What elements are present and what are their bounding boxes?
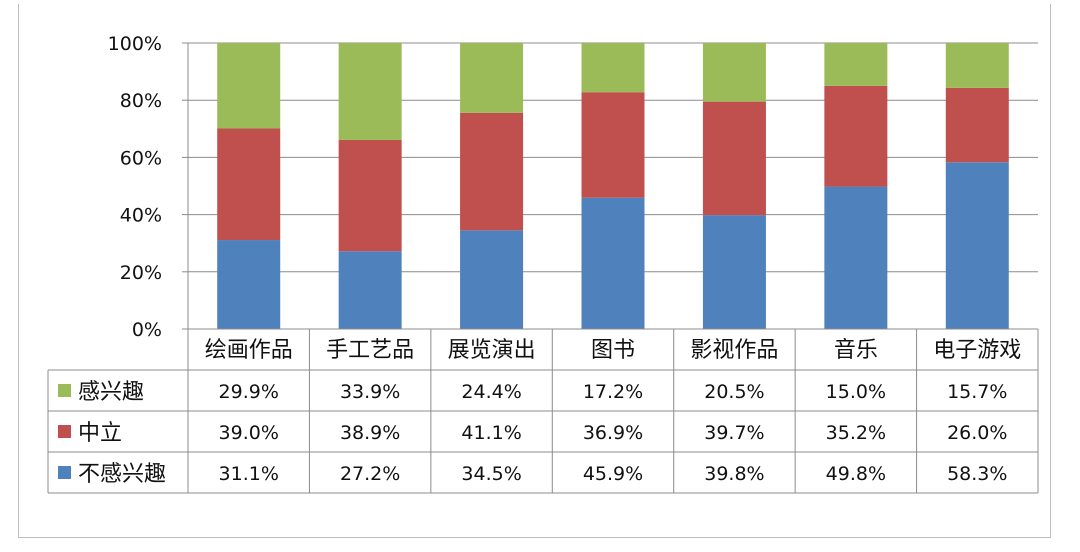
category-label: 手工艺品	[326, 338, 414, 363]
data-label-中立: 26.0%	[947, 422, 1007, 444]
data-label-不感兴趣: 45.9%	[583, 463, 643, 485]
data-label-感兴趣: 15.0%	[826, 381, 886, 403]
bar-中立-展览演出	[460, 112, 524, 231]
data-label-不感兴趣: 49.8%	[826, 463, 886, 485]
bar-不感兴趣-手工艺品	[338, 251, 402, 329]
bar-中立-音乐	[824, 85, 888, 187]
data-label-感兴趣: 17.2%	[583, 381, 643, 403]
data-label-中立: 36.9%	[583, 422, 643, 444]
category-label: 绘画作品	[205, 338, 293, 363]
legend-label: 感兴趣	[78, 380, 144, 405]
data-label-中立: 39.7%	[704, 422, 764, 444]
bar-中立-电子游戏	[945, 87, 1009, 163]
bar-中立-影视作品	[702, 101, 766, 216]
legend-key-感兴趣	[58, 384, 71, 397]
category-label: 展览演出	[448, 338, 536, 363]
bar-不感兴趣-图书	[581, 197, 645, 329]
bar-感兴趣-图书	[581, 43, 645, 93]
data-label-不感兴趣: 58.3%	[947, 463, 1007, 485]
y-tick-label: 60%	[120, 147, 162, 169]
y-tick-label: 100%	[108, 33, 162, 55]
category-label: 音乐	[834, 338, 878, 363]
y-tick-label: 20%	[120, 262, 162, 284]
bar-不感兴趣-展览演出	[460, 230, 524, 329]
bar-感兴趣-展览演出	[460, 43, 524, 113]
category-label: 影视作品	[690, 338, 778, 363]
bar-不感兴趣-音乐	[824, 186, 888, 329]
y-tick-label: 40%	[120, 205, 162, 227]
data-label-感兴趣: 15.7%	[947, 381, 1007, 403]
data-label-不感兴趣: 27.2%	[340, 463, 400, 485]
chart-frame	[18, 4, 1051, 538]
legend-key-中立	[58, 425, 71, 438]
data-label-不感兴趣: 34.5%	[461, 463, 521, 485]
bar-中立-手工艺品	[338, 139, 402, 252]
bar-不感兴趣-绘画作品	[217, 240, 281, 329]
data-label-感兴趣: 24.4%	[461, 381, 521, 403]
data-label-不感兴趣: 39.8%	[704, 463, 764, 485]
data-label-中立: 41.1%	[461, 422, 521, 444]
data-label-中立: 38.9%	[340, 422, 400, 444]
bar-不感兴趣-电子游戏	[945, 162, 1009, 329]
category-label: 图书	[591, 338, 635, 363]
bar-感兴趣-绘画作品	[217, 43, 281, 129]
legend-label: 中立	[78, 421, 122, 446]
data-label-感兴趣: 33.9%	[340, 381, 400, 403]
bar-感兴趣-影视作品	[702, 43, 766, 102]
data-label-感兴趣: 29.9%	[219, 381, 279, 403]
category-label: 电子游戏	[933, 338, 1021, 363]
bar-感兴趣-手工艺品	[338, 43, 402, 140]
bar-中立-绘画作品	[217, 128, 281, 241]
bar-中立-图书	[581, 92, 645, 198]
y-tick-label: 80%	[120, 90, 162, 112]
data-label-不感兴趣: 31.1%	[219, 463, 279, 485]
legend-key-不感兴趣	[58, 466, 71, 479]
data-label-感兴趣: 20.5%	[704, 381, 764, 403]
y-tick-label: 0%	[132, 319, 162, 341]
data-label-中立: 35.2%	[826, 422, 886, 444]
bar-不感兴趣-影视作品	[702, 215, 766, 329]
bar-感兴趣-音乐	[824, 43, 888, 86]
bar-感兴趣-电子游戏	[945, 43, 1009, 88]
data-label-中立: 39.0%	[219, 422, 279, 444]
legend-label: 不感兴趣	[78, 462, 166, 487]
